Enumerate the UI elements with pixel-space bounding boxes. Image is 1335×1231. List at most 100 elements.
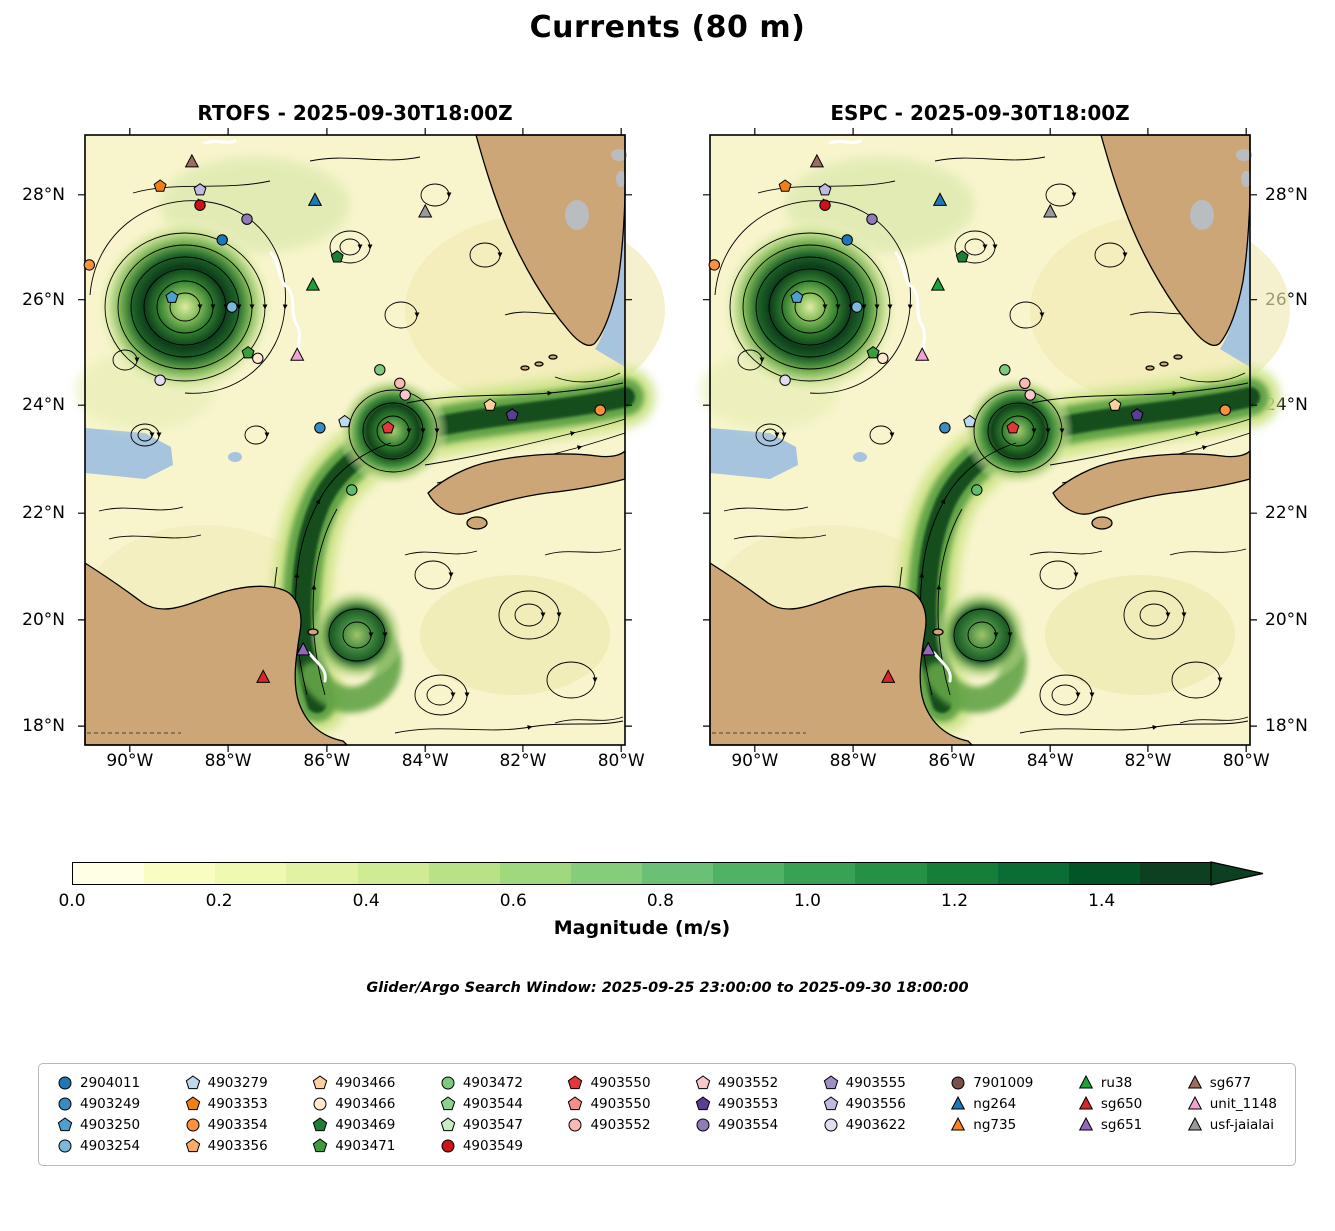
- colorbar-segment: [713, 863, 785, 884]
- map-marker-4903554: [241, 213, 253, 225]
- triangle-marker-icon: [1187, 1095, 1202, 1110]
- map-marker-4903550: [381, 420, 395, 434]
- legend-label: 4903544: [462, 1096, 523, 1112]
- legend-item-4903354: 4903354: [185, 1117, 268, 1133]
- lon-axis-espc: 90°W 88°W 86°W 84°W 82°W 80°W: [710, 751, 1269, 775]
- legend-label: 4903556: [845, 1096, 906, 1112]
- legend-item-2904011: 2904011: [57, 1075, 140, 1091]
- map-marker-4903472: [971, 484, 983, 496]
- map-marker-2904011: [841, 234, 853, 246]
- legend-label: ng264: [973, 1096, 1017, 1112]
- legend-label: ru38: [1100, 1075, 1133, 1091]
- legend-label: 4903249: [80, 1096, 141, 1112]
- circle-marker-icon: [58, 1097, 72, 1111]
- legend-label: 4903552: [718, 1075, 779, 1091]
- map-marker-sg651: [296, 641, 311, 656]
- map-marker-4903471: [241, 345, 255, 359]
- map-marker-4903353: [778, 179, 792, 192]
- legend-label: 4903555: [845, 1075, 906, 1091]
- legend-item-4903622: 4903622: [823, 1117, 906, 1133]
- map-marker-4903249: [939, 422, 951, 434]
- map-marker-usf-jaialai: [418, 203, 433, 218]
- legend-item-sg650: sg650: [1078, 1095, 1143, 1112]
- legend-item-ng735: ng735: [950, 1116, 1033, 1133]
- lon-tick-label: 88°W: [829, 751, 877, 771]
- legend-item-4903466: 4903466: [312, 1096, 395, 1112]
- legend-item-usf-jaialai: usf-jaialai: [1187, 1116, 1277, 1133]
- map-marker-4903549: [819, 199, 831, 211]
- legend-column: 4903555 4903556 4903622: [823, 1075, 906, 1133]
- map-marker-4903554: [866, 213, 878, 225]
- legend-column: 4903279 4903353 4903354 4903356: [185, 1075, 268, 1154]
- espc-map-svg: [710, 135, 1250, 745]
- legend-column: 4903466 4903466 4903469 4903471: [312, 1075, 395, 1154]
- map-marker-ng264: [307, 192, 323, 206]
- lat-tick-label: 22°N: [22, 503, 65, 524]
- pentagon-marker-icon: [185, 1075, 200, 1090]
- legend-label: 4903471: [335, 1138, 396, 1154]
- legend-column: sg677 unit_1148 usf-jaialai: [1187, 1074, 1277, 1133]
- lon-tick-label: 90°W: [731, 751, 779, 771]
- lon-tick-label: 82°W: [1124, 751, 1172, 771]
- triangle-marker-icon: [1187, 1074, 1202, 1089]
- circle-marker-icon: [441, 1139, 455, 1153]
- map-marker-sg677: [809, 153, 825, 168]
- map-marker-4903552: [1019, 377, 1031, 390]
- pentagon-marker-icon: [568, 1075, 583, 1090]
- pentagon-marker-icon: [440, 1117, 456, 1132]
- legend-label: 4903472: [462, 1075, 523, 1091]
- legend-item-4903552: 4903552: [695, 1075, 778, 1091]
- lat-tick-label: 20°N: [1265, 609, 1308, 630]
- legend-item-4903555: 4903555: [823, 1075, 906, 1091]
- map-marker-ng264: [932, 192, 948, 206]
- map-marker-4903250: [165, 290, 179, 303]
- map-marker-unit_1148: [290, 347, 305, 361]
- map-marker-4903354: [594, 404, 606, 416]
- map-marker-4903466: [877, 352, 889, 365]
- legend: 2904011 4903249 4903250 4903254 4903279 49033…: [38, 1063, 1296, 1166]
- lon-tick-label: 84°W: [401, 751, 449, 771]
- map-marker-4903549: [194, 199, 206, 211]
- legend-item-4903254: 4903254: [57, 1138, 140, 1154]
- circle-marker-icon: [824, 1118, 838, 1132]
- colorbar-segment: [855, 863, 927, 884]
- map-marker-sg650: [256, 669, 271, 683]
- circle-marker-icon: [313, 1097, 327, 1111]
- legend-label: 4903354: [207, 1117, 268, 1133]
- colorbar-segment: [926, 863, 998, 884]
- map-marker-4903556: [818, 183, 832, 196]
- pentagon-marker-icon: [312, 1117, 328, 1132]
- legend-label: unit_1148: [1209, 1096, 1277, 1112]
- map-marker-4903354: [708, 259, 720, 271]
- lon-tick-label: 86°W: [928, 751, 976, 771]
- legend-item-4903553: 4903553: [695, 1096, 778, 1112]
- colorbar-segment: [499, 863, 571, 884]
- legend-label: 4903466: [335, 1096, 396, 1112]
- colorbar-tick-label: 1.4: [1088, 891, 1116, 911]
- colorbar-tick-label: 0.6: [499, 891, 527, 911]
- lon-tick-label: 90°W: [106, 751, 154, 771]
- legend-label: 4903622: [845, 1117, 906, 1133]
- legend-item-4903554: 4903554: [695, 1117, 778, 1133]
- legend-label: ng735: [973, 1117, 1017, 1133]
- legend-column: 4903552 4903553 4903554: [695, 1075, 778, 1133]
- map-marker-4903622: [154, 374, 166, 386]
- lon-axis-rtofs: 90°W 88°W 86°W 84°W 82°W 80°W: [85, 751, 644, 775]
- legend-item-4903279: 4903279: [185, 1075, 268, 1091]
- legend-label: sg650: [1100, 1096, 1143, 1112]
- legend-item-4903250: 4903250: [57, 1117, 140, 1133]
- map-marker-4903279: [963, 414, 977, 428]
- colorbar-tick-label: 0.4: [352, 891, 380, 911]
- map-marker-4903466: [1108, 398, 1122, 411]
- pentagon-marker-icon: [695, 1075, 711, 1090]
- legend-item-4903547: 4903547: [440, 1117, 523, 1133]
- lon-tick-label: 88°W: [204, 751, 252, 771]
- pentagon-marker-icon: [57, 1117, 73, 1132]
- espc-map-markers: [708, 153, 1231, 683]
- colorbar-segment: [357, 863, 429, 884]
- colorbar-segment: [144, 863, 216, 884]
- legend-item-4903356: 4903356: [185, 1138, 268, 1154]
- legend-item-sg677: sg677: [1187, 1074, 1277, 1091]
- legend-label: 4903549: [462, 1138, 523, 1154]
- colorbar-tick-label: 1.2: [941, 891, 969, 911]
